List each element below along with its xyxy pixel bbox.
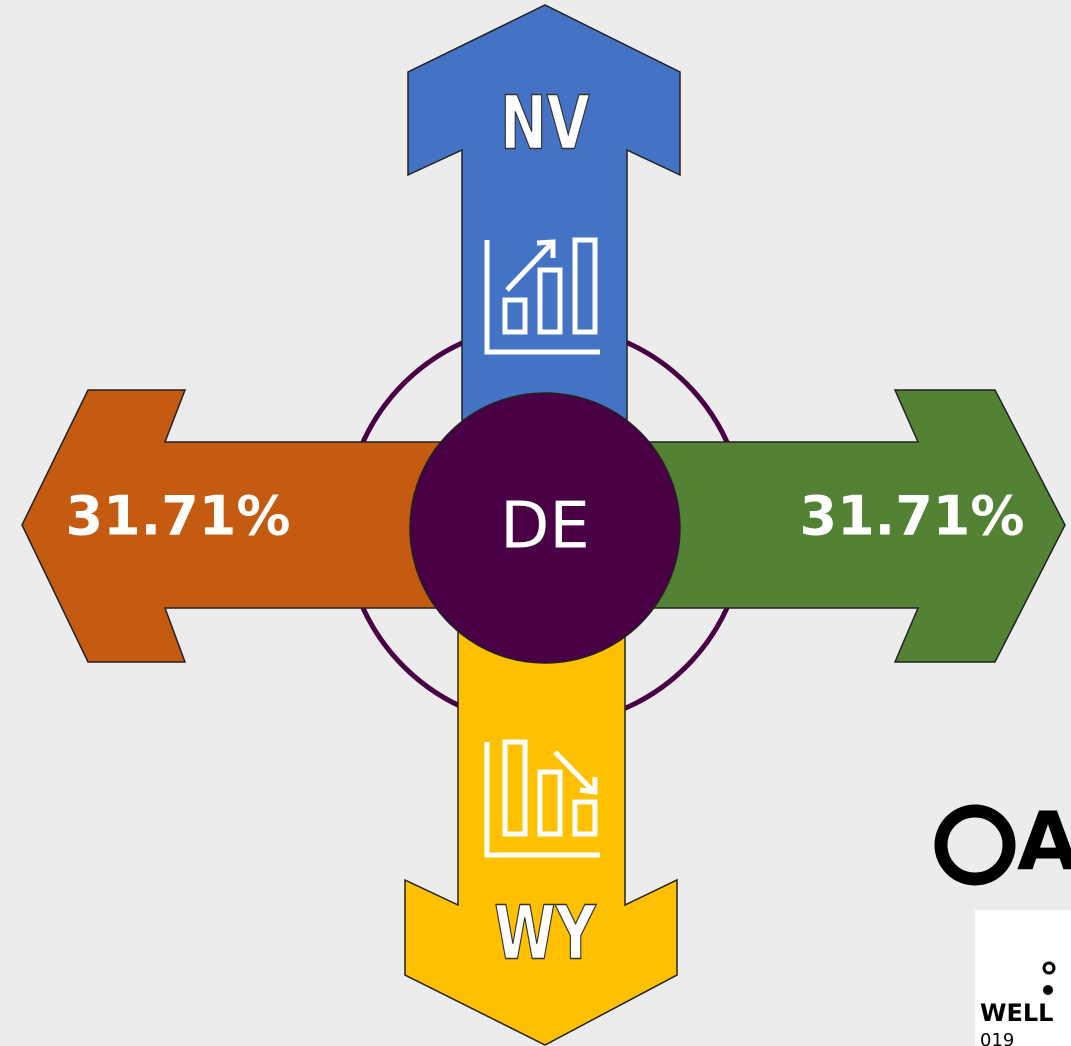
bottom-label: WY: [494, 891, 596, 977]
arrow-right: [649, 389, 1066, 663]
arrow-down: [404, 629, 678, 1046]
arrow-up: [407, 4, 681, 421]
logo-ring: [934, 804, 1016, 886]
right-value: 31.71%: [800, 485, 1025, 548]
center-disc: [409, 392, 681, 664]
badge-sub: 019: [980, 1030, 1014, 1046]
arrow-left: [21, 389, 441, 663]
top-label: NV: [500, 81, 590, 167]
growth-icon: [484, 237, 600, 355]
badge: [975, 910, 1071, 1046]
badge-title: WELL: [980, 999, 1053, 1027]
decline-icon: [484, 739, 600, 858]
left-value: 31.71%: [66, 485, 291, 548]
logo-mark: A: [1017, 795, 1071, 888]
center-label: DE: [500, 490, 590, 564]
badge-icon: [1042, 961, 1056, 975]
badge-icon-dot: [1043, 985, 1053, 995]
logo: A WELL 019: [934, 795, 1071, 1046]
